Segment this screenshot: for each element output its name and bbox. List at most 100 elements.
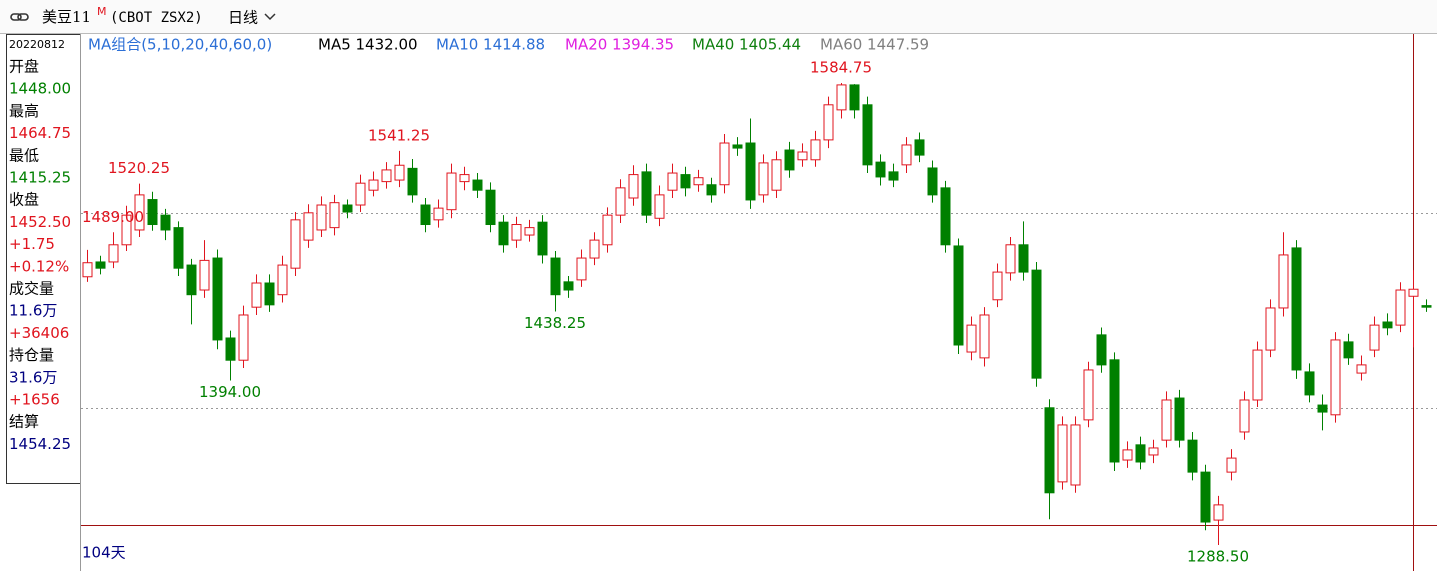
candle-body [1005,244,1016,274]
candle-body [1031,269,1042,379]
candle-body [238,314,249,361]
candle-body [797,151,808,161]
candle-body [615,187,626,216]
info-text: 20220812 [9,38,65,51]
info-text: +1.75 [9,235,55,253]
info-text: 成交量 [9,280,54,298]
candle-body [511,224,522,241]
candle-body [563,281,574,291]
candle-body [719,142,730,186]
info-text: 持仓量 [9,346,54,364]
candle-body [758,162,769,196]
candle-body [290,219,301,269]
candle-body [836,84,847,111]
candle-body [485,189,496,226]
toolbar [0,0,1437,33]
candle-body [602,214,613,246]
info-text: 1452.50 [9,213,71,231]
candle-body [1408,288,1419,297]
symbol: 美豆11 [42,8,91,26]
candle-body [1213,504,1224,521]
candle-body [433,207,444,221]
candle-body [654,194,665,219]
candle-body [329,202,340,229]
candle-body [550,257,561,296]
candle-body [147,199,158,226]
flag: M [97,5,107,18]
candle-body [472,179,483,191]
candle-body [706,184,717,196]
info-text: +36406 [9,324,69,342]
info-text: 最高 [9,102,39,120]
info-text: 1464.75 [9,124,71,142]
candle-body [316,204,327,231]
info-text: 11.6万 [9,302,57,320]
candle-body [641,171,652,216]
candle-body [693,177,704,186]
candle-body [1083,369,1094,421]
info-text: 31.6万 [9,368,57,386]
dropdown-icon[interactable] [264,13,276,21]
candle-body [381,169,392,183]
candle-body [212,257,223,341]
candle-body [225,337,236,361]
candle-body [849,84,860,111]
candle-body [953,245,964,346]
candle-body [134,194,145,231]
candle-body [914,139,925,156]
candle-body [589,239,600,259]
candle-body [407,167,418,196]
candle-body [1421,305,1432,308]
candle-body [1382,321,1393,329]
info-text: 结算 [9,413,39,431]
candle-body [1096,334,1107,366]
days-label: 104天 [82,544,126,562]
candle-body [745,142,756,201]
candle-body [576,257,587,281]
candle-body [680,174,691,189]
candle-body [303,212,314,241]
candle-body [901,144,912,166]
candle-body [524,227,535,236]
extreme-label: 1541.25 [368,126,430,144]
period[interactable]: 日线 [228,9,258,27]
ma-legend: MA40 1405.44 [692,36,801,54]
candle-body [667,172,678,191]
info-text: 1448.00 [9,80,71,98]
candle-body [1252,349,1263,401]
info-text: 开盘 [9,58,39,76]
candle-body [1200,471,1211,523]
candle-body [160,214,171,231]
extreme-label: 1584.75 [810,58,872,76]
candle-body [1044,407,1055,494]
candle-body [628,174,639,199]
candle-body [940,187,951,246]
info-text: 最低 [9,146,39,164]
candle-body [1239,399,1250,433]
candle-body [1291,247,1302,371]
ma-legend: MA5 1432.00 [318,36,418,54]
candle-body [1369,324,1380,351]
candle-body [771,159,782,191]
candle-body [927,167,938,196]
candle-body [1317,404,1328,413]
candle-body [251,282,262,308]
candle-body [1070,424,1081,486]
candle-body [1161,399,1172,441]
candle-body [459,174,470,183]
ma-legend: MA10 1414.88 [436,36,545,54]
candle-body [95,261,106,269]
candle-body [368,179,379,191]
candle-body [1122,449,1133,461]
candle-body [1057,424,1068,483]
candle-body [862,104,873,166]
ma-legend: MA20 1394.35 [565,36,674,54]
extreme-label: 1489.00 [82,208,144,226]
ma-legend: MA60 1447.59 [820,36,929,54]
candle-body [1343,341,1354,359]
candle-body [979,314,990,359]
candle-body [784,149,795,171]
candle-body [875,161,886,178]
